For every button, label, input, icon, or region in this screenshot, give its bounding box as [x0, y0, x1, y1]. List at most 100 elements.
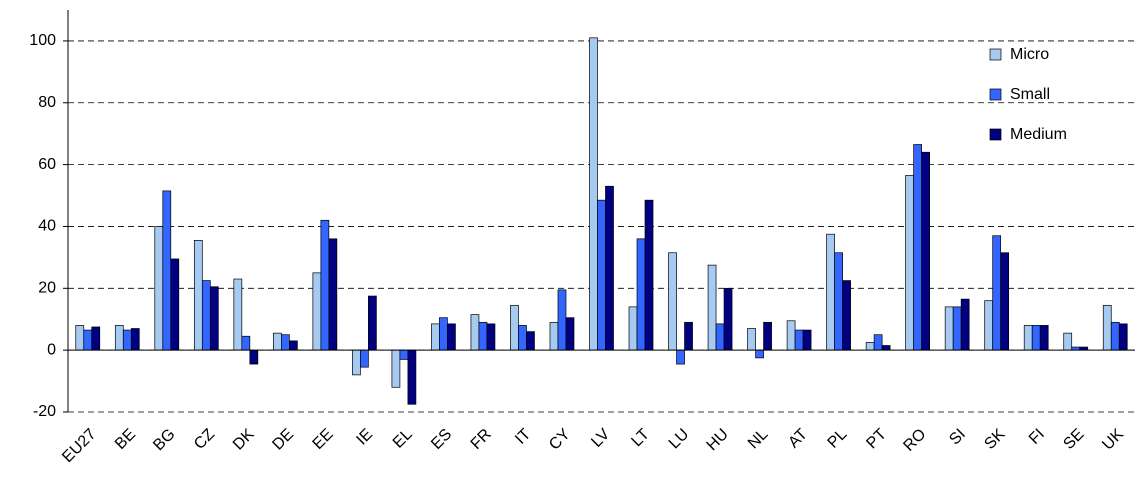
- y-tick-label: -20: [33, 403, 56, 420]
- x-tick-label: NL: [745, 426, 772, 453]
- bar: [668, 252, 677, 351]
- x-tick-label: SE: [1060, 426, 1087, 453]
- bar: [865, 342, 875, 351]
- bar: [122, 329, 132, 351]
- bar: [486, 323, 496, 351]
- x-tick-label: CZ: [191, 426, 218, 453]
- bar: [684, 321, 693, 351]
- bar: [91, 326, 101, 351]
- bar: [557, 289, 567, 351]
- bar: [478, 321, 488, 351]
- bar: [715, 323, 725, 351]
- bar: [644, 199, 654, 351]
- bar: [130, 328, 140, 351]
- x-tick-label: ES: [428, 426, 455, 453]
- bar: [952, 306, 962, 351]
- x-tick-label: SK: [981, 426, 1008, 453]
- bar: [447, 323, 456, 351]
- bar: [162, 190, 172, 351]
- y-tick-label: 100: [29, 32, 56, 49]
- bar: [233, 278, 243, 351]
- bar: [273, 332, 282, 351]
- x-tick-label: LV: [588, 426, 613, 451]
- bar: [549, 321, 559, 351]
- bar: [842, 280, 851, 351]
- bar: [1118, 323, 1128, 351]
- bar: [944, 306, 954, 351]
- bar: [368, 295, 377, 351]
- legend-label: Medium: [1010, 126, 1067, 143]
- bar: [201, 280, 211, 351]
- bar: [75, 325, 85, 351]
- bar: [154, 226, 164, 351]
- bar: [881, 345, 891, 351]
- bar: [399, 349, 409, 360]
- bar: [328, 238, 338, 351]
- bar: [209, 286, 219, 351]
- bar: [360, 349, 369, 368]
- bar: [747, 328, 756, 351]
- bar: [834, 252, 843, 351]
- bar: [605, 185, 614, 351]
- x-tick-label: CY: [546, 426, 574, 454]
- bar: [526, 331, 535, 351]
- x-tick-label: LU: [666, 426, 692, 452]
- bar: [407, 349, 417, 405]
- bar: [755, 349, 764, 359]
- bar: [1063, 332, 1073, 351]
- bar: [794, 329, 804, 351]
- bar: [676, 349, 685, 365]
- bar: [786, 320, 796, 351]
- legend-swatch: [989, 128, 1002, 141]
- bar: [873, 334, 883, 351]
- bar: [826, 233, 835, 351]
- x-tick-label: PL: [825, 426, 851, 452]
- x-tick-label: AT: [785, 426, 811, 452]
- x-tick-label: EL: [390, 426, 416, 452]
- bar: [763, 321, 772, 351]
- x-tick-label: UK: [1099, 426, 1127, 454]
- x-tick-label: FR: [468, 426, 495, 453]
- x-tick-label: EE: [310, 426, 337, 453]
- legend-label: Small: [1010, 86, 1050, 103]
- bar: [628, 306, 638, 351]
- x-tick-label: DE: [269, 426, 297, 454]
- bar: [241, 335, 251, 351]
- bar: [707, 264, 717, 351]
- x-tick-label: LT: [628, 426, 653, 451]
- bar: [960, 298, 970, 351]
- bar: [913, 144, 922, 351]
- bar: [170, 258, 180, 351]
- bar: [312, 272, 322, 351]
- x-tick-label: DK: [230, 426, 258, 454]
- x-tick-label: HU: [704, 426, 732, 454]
- bar: [636, 238, 646, 351]
- x-tick-label: FI: [1026, 426, 1048, 448]
- bar: [281, 334, 290, 351]
- bar: [1000, 252, 1010, 351]
- legend-label: Micro: [1010, 46, 1049, 63]
- bar: [1031, 325, 1041, 351]
- x-tick-label: BE: [112, 426, 139, 453]
- bar: [518, 325, 527, 351]
- bar: [1023, 325, 1033, 351]
- bar: [565, 317, 575, 351]
- bar: [905, 175, 914, 351]
- y-tick-label: 20: [38, 280, 56, 297]
- x-tick-label: RO: [900, 426, 929, 455]
- bar: [320, 219, 330, 351]
- bar: [193, 240, 203, 351]
- x-tick-label: IE: [353, 426, 376, 449]
- bar: [114, 325, 124, 351]
- bar: [439, 317, 448, 351]
- bar: [470, 314, 480, 351]
- x-tick-label: SI: [946, 426, 969, 449]
- bar: [589, 37, 598, 351]
- bar: [391, 349, 401, 388]
- y-tick-label: 0: [47, 341, 56, 358]
- x-tick-label: BG: [150, 426, 178, 454]
- bar: [1102, 304, 1112, 351]
- bar: [597, 199, 606, 351]
- bar: [352, 349, 361, 376]
